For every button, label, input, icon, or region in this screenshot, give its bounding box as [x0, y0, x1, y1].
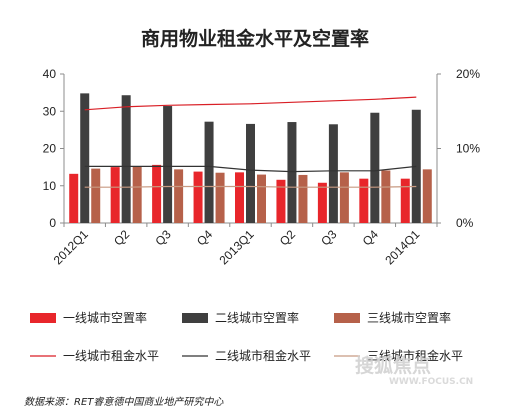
bar-3-Q3	[339, 172, 349, 223]
bar-3-Q2	[298, 174, 308, 223]
x-tick-label: 2012Q1	[51, 227, 91, 267]
bar-2-2013Q1	[246, 123, 255, 223]
bar-2-Q3	[163, 106, 173, 223]
x-tick-label: Q2	[111, 227, 132, 248]
bar-2-Q4	[370, 112, 380, 223]
x-tick-label: Q3	[153, 227, 174, 248]
bar-3-2014Q1	[422, 169, 432, 223]
chart-title: 商用物业租金水平及空置率	[141, 27, 369, 50]
bar-3-Q4	[215, 172, 225, 223]
x-tick-label: Q3	[318, 227, 339, 248]
y-right-tick-label: 10%	[456, 142, 480, 156]
x-tick-label: Q4	[360, 227, 381, 248]
legend-label: 三线城市租金水平	[367, 348, 463, 363]
line-series-3	[84, 185, 417, 188]
watermark-name: 搜狐焦点	[355, 354, 431, 377]
bar-3-2013Q1	[257, 174, 266, 223]
bar-3-2012Q1	[91, 168, 101, 223]
bar-1-2014Q1	[400, 178, 410, 223]
bar-2-Q2	[121, 95, 131, 223]
y-left-tick-label: 0	[49, 216, 56, 230]
x-tick-label: Q4	[194, 227, 215, 248]
bar-3-Q2	[132, 166, 142, 223]
legend-swatch	[182, 313, 208, 323]
x-tick-label: Q2	[277, 227, 298, 248]
y-left-tick-label: 10	[43, 179, 57, 193]
x-tick-label: 2014Q1	[382, 227, 422, 267]
bar-2-Q2	[287, 122, 297, 223]
legend-label: 一线城市空置率	[63, 310, 147, 325]
bar-1-Q2	[276, 179, 286, 223]
legend-swatch	[30, 313, 56, 323]
bar-1-Q2	[110, 167, 120, 223]
bar-2-2012Q1	[80, 93, 90, 224]
legend-label: 一线城市租金水平	[63, 348, 159, 363]
bar-1-Q4	[193, 171, 203, 223]
legend-label: 二线城市空置率	[215, 310, 299, 325]
bar-1-Q3	[152, 164, 162, 223]
watermark-url: WWW.FOCUS.CN	[389, 377, 473, 387]
y-left-tick-label: 30	[43, 104, 57, 118]
bar-3-Q3	[174, 169, 184, 223]
bar-1-Q3	[317, 182, 327, 223]
legend-label: 二线城市租金水平	[215, 348, 311, 363]
legend-swatch	[334, 313, 360, 323]
legend-label: 三线城市空置率	[367, 310, 451, 325]
bar-1-2013Q1	[235, 172, 244, 223]
x-tick-label: 2013Q1	[217, 227, 257, 267]
bar-3-Q4	[381, 170, 391, 223]
y-left-tick-label: 20	[43, 142, 57, 156]
line-series-2	[84, 165, 417, 173]
line-series-1	[84, 96, 417, 111]
source-note: 数据来源：RET睿意德中国商业地产研究中心	[24, 396, 224, 408]
bar-2-Q3	[328, 124, 338, 223]
y-left-tick-label: 40	[43, 67, 57, 81]
bar-2-Q4	[204, 121, 214, 223]
y-right-tick-label: 0%	[456, 216, 474, 230]
bar-1-2012Q1	[69, 173, 79, 223]
y-right-tick-label: 20%	[456, 67, 480, 81]
bar-1-Q4	[359, 178, 369, 223]
